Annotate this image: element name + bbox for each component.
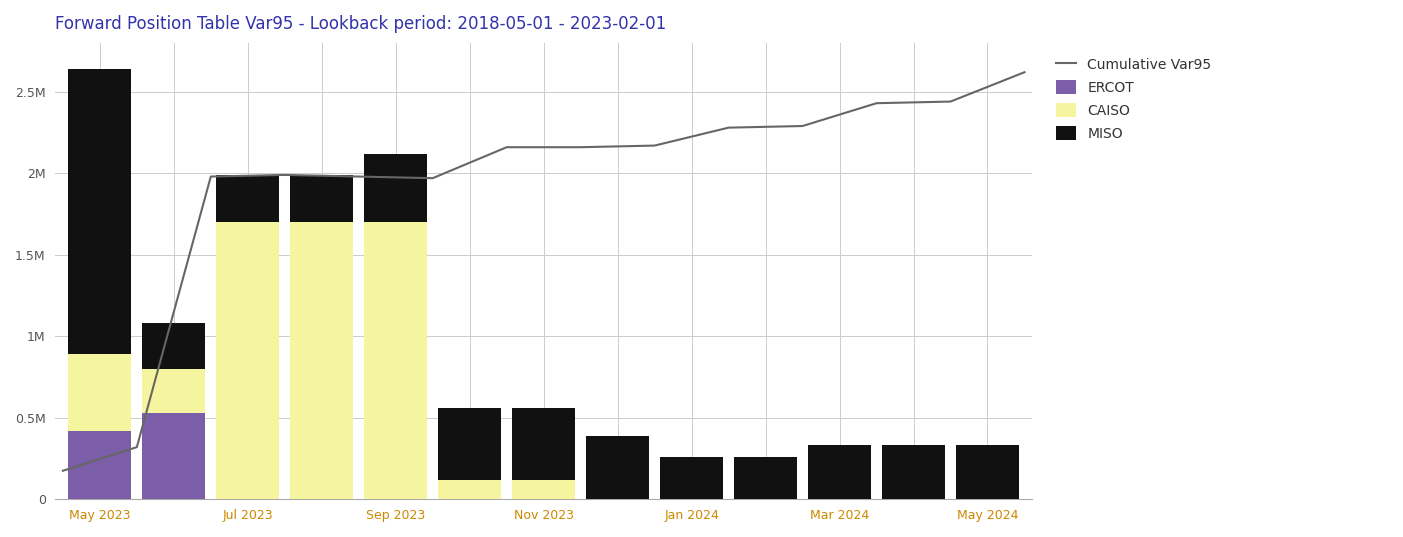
Legend: Cumulative Var95, ERCOT, CAISO, MISO: Cumulative Var95, ERCOT, CAISO, MISO: [1048, 50, 1219, 148]
Bar: [734, 457, 797, 499]
Bar: [69, 354, 132, 431]
Cumulative Var95: [794, 123, 811, 129]
Bar: [438, 408, 501, 480]
Bar: [142, 413, 205, 499]
Cumulative Var95: [424, 175, 441, 182]
Bar: [69, 431, 132, 499]
Bar: [290, 175, 354, 222]
Bar: [290, 222, 354, 499]
Cumulative Var95: [572, 144, 589, 150]
Text: Forward Position Table Var95 - Lookback period: 2018-05-01 - 2023-02-01: Forward Position Table Var95 - Lookback …: [56, 15, 666, 33]
Bar: [216, 222, 279, 499]
Cumulative Var95: [202, 173, 219, 180]
Cumulative Var95: [129, 444, 146, 451]
Cumulative Var95: [55, 468, 72, 474]
Cumulative Var95: [941, 98, 958, 105]
Bar: [142, 369, 205, 413]
Cumulative Var95: [276, 172, 293, 178]
Cumulative Var95: [720, 125, 737, 131]
Cumulative Var95: [498, 144, 515, 150]
Bar: [69, 69, 132, 354]
Bar: [438, 480, 501, 499]
Line: Cumulative Var95: Cumulative Var95: [63, 72, 1024, 471]
Bar: [808, 446, 871, 499]
Bar: [586, 436, 650, 499]
Cumulative Var95: [1016, 69, 1033, 76]
Bar: [216, 175, 279, 222]
Bar: [365, 154, 427, 222]
Bar: [512, 480, 575, 499]
Cumulative Var95: [868, 100, 885, 106]
Bar: [142, 323, 205, 369]
Cumulative Var95: [351, 173, 368, 180]
Bar: [955, 446, 1019, 499]
Bar: [882, 446, 946, 499]
Bar: [661, 457, 723, 499]
Bar: [365, 222, 427, 499]
Cumulative Var95: [647, 142, 664, 149]
Bar: [512, 408, 575, 480]
